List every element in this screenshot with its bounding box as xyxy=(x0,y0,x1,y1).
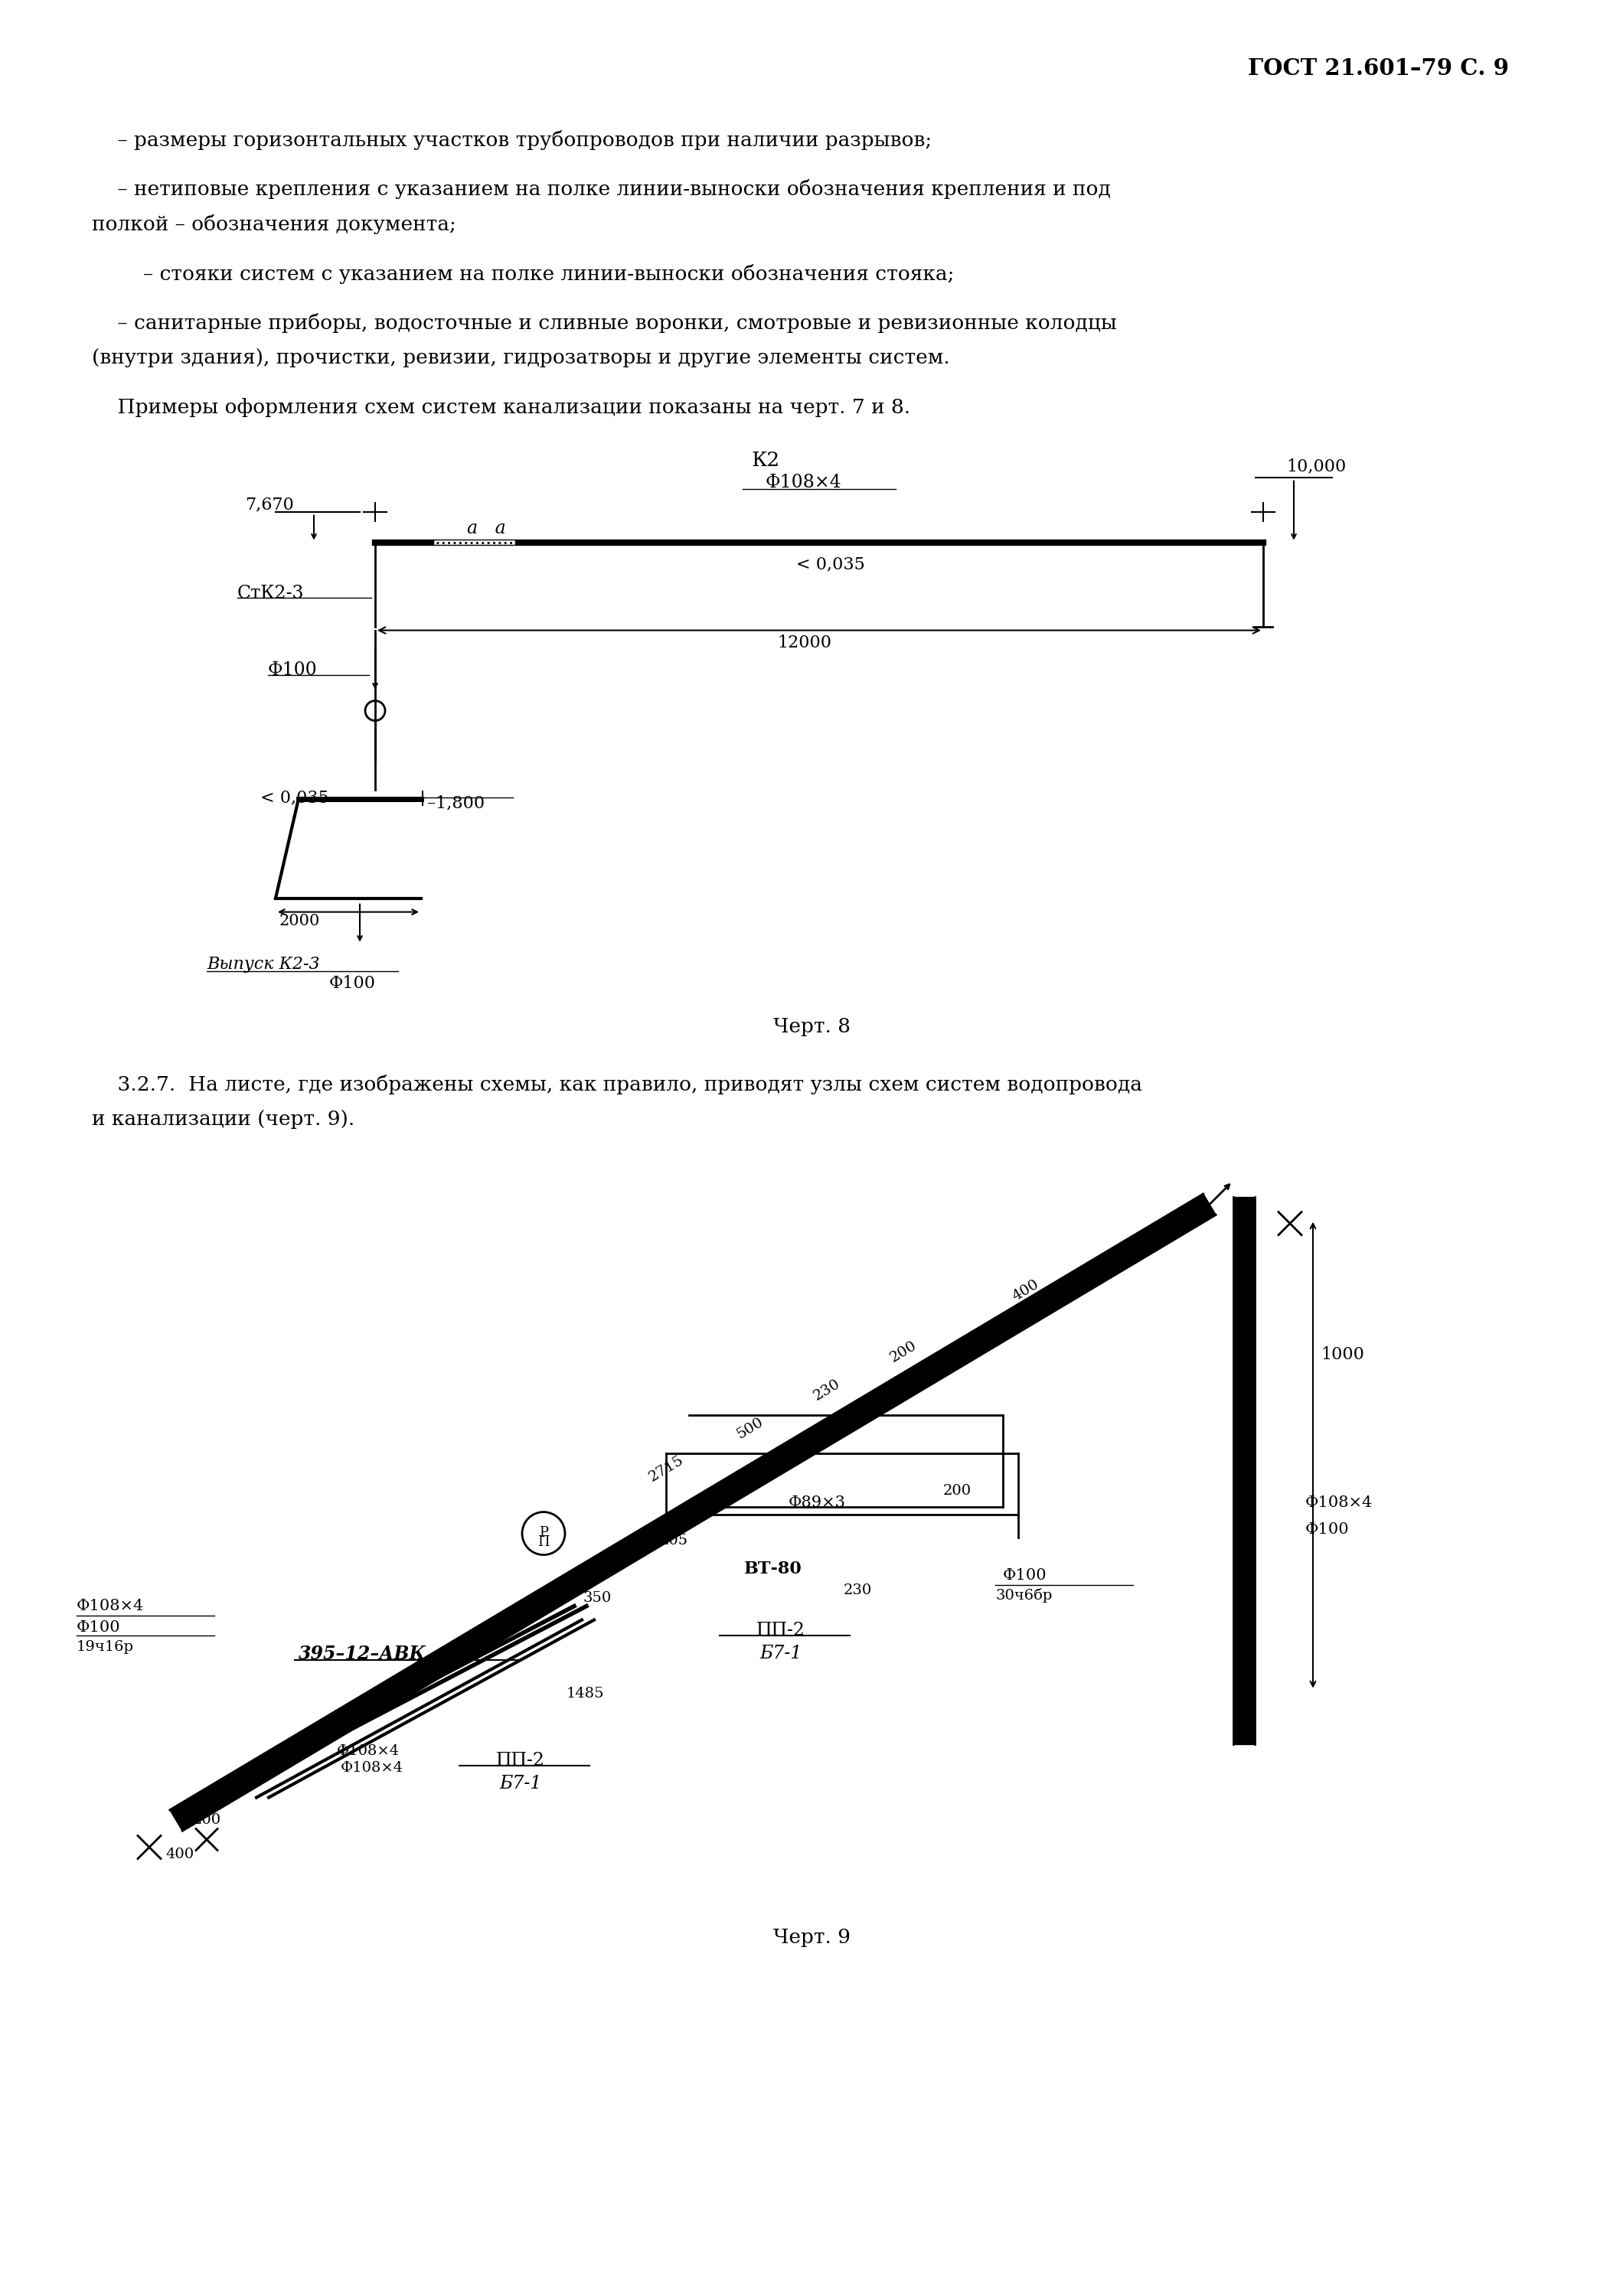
Text: Ф100: Ф100 xyxy=(1003,1568,1047,1582)
Text: ПП-2: ПП-2 xyxy=(756,1621,805,1639)
Text: 2715: 2715 xyxy=(646,1453,687,1483)
Text: 400: 400 xyxy=(166,1848,195,1862)
Text: 200: 200 xyxy=(193,1814,221,1828)
Text: 19ч16р: 19ч16р xyxy=(76,1639,135,1653)
Text: – размеры горизонтальных участков трубопроводов при наличии разрывов;: – размеры горизонтальных участков трубоп… xyxy=(93,131,932,149)
Text: Р: Р xyxy=(539,1527,549,1541)
Text: полкой – обозначения документа;: полкой – обозначения документа; xyxy=(93,214,456,234)
Text: Б7-1: Б7-1 xyxy=(760,1644,802,1662)
Text: а   а: а а xyxy=(467,519,506,537)
Text: Ф89×3: Ф89×3 xyxy=(789,1495,846,1511)
Text: 2000: 2000 xyxy=(279,914,320,928)
Text: Ф100: Ф100 xyxy=(76,1621,120,1635)
Text: ВТ-80: ВТ-80 xyxy=(745,1561,802,1577)
Text: К2: К2 xyxy=(751,450,779,471)
Text: 1485: 1485 xyxy=(566,1688,604,1701)
Text: Ф100: Ф100 xyxy=(1305,1522,1349,1536)
Text: Ф108×4: Ф108×4 xyxy=(76,1598,144,1614)
Text: – санитарные приборы, водосточные и сливные воронки, смотровые и ревизионные кол: – санитарные приборы, водосточные и слив… xyxy=(93,312,1117,333)
Text: 500: 500 xyxy=(735,1414,766,1442)
Text: Черт. 8: Черт. 8 xyxy=(773,1017,850,1035)
Text: 200: 200 xyxy=(888,1339,919,1366)
Text: Черт. 9: Черт. 9 xyxy=(773,1929,850,1947)
Text: Ф100: Ф100 xyxy=(329,976,377,992)
Text: СтК2-3: СтК2-3 xyxy=(237,585,305,602)
Text: 200: 200 xyxy=(943,1483,971,1497)
Text: 230: 230 xyxy=(844,1584,872,1598)
Text: 350: 350 xyxy=(583,1591,612,1605)
Text: 3.2.7.  На листе, где изображены схемы, как правило, приводят узлы схем систем в: 3.2.7. На листе, где изображены схемы, к… xyxy=(93,1075,1143,1095)
Text: 205: 205 xyxy=(659,1534,688,1548)
Text: Ф100: Ф100 xyxy=(268,661,318,680)
Text: – нетиповые крепления с указанием на полке линии-выноски обозначения крепления и: – нетиповые крепления с указанием на пол… xyxy=(93,179,1110,200)
Text: Ф108×4: Ф108×4 xyxy=(1305,1495,1373,1511)
Text: 12000: 12000 xyxy=(777,634,831,652)
Text: 30ч6бр: 30ч6бр xyxy=(995,1589,1052,1603)
Text: Б7-1: Б7-1 xyxy=(500,1775,542,1793)
Text: 230: 230 xyxy=(812,1378,842,1403)
Text: 10,000: 10,000 xyxy=(1285,459,1345,475)
Text: < 0,035: < 0,035 xyxy=(260,790,329,806)
Text: – стояки систем с указанием на полке линии-выноски обозначения стояка;: – стояки систем с указанием на полке лин… xyxy=(93,264,954,285)
Text: ПП-2: ПП-2 xyxy=(497,1752,545,1770)
Text: и канализации (черт. 9).: и канализации (черт. 9). xyxy=(93,1109,355,1130)
Text: 7,670: 7,670 xyxy=(245,496,294,514)
Text: 1000: 1000 xyxy=(1321,1345,1365,1364)
Text: –1,800: –1,800 xyxy=(427,794,485,813)
Polygon shape xyxy=(170,1194,1216,1830)
Text: 395–12–АВК: 395–12–АВК xyxy=(299,1644,427,1662)
Text: Ф108×4: Ф108×4 xyxy=(338,1745,399,1759)
Text: П: П xyxy=(537,1536,550,1550)
Text: (внутри здания), прочистки, ревизии, гидрозатворы и другие элементы систем.: (внутри здания), прочистки, ревизии, гид… xyxy=(93,349,949,367)
Text: < 0,035: < 0,035 xyxy=(797,556,865,574)
Text: 400: 400 xyxy=(1010,1277,1042,1304)
Text: Ф108×4: Ф108×4 xyxy=(341,1761,404,1775)
Text: ГОСТ 21.601–79 С. 9: ГОСТ 21.601–79 С. 9 xyxy=(1248,57,1509,80)
Text: Выпуск К2-3: Выпуск К2-3 xyxy=(206,955,320,974)
Text: Примеры оформления схем систем канализации показаны на черт. 7 и 8.: Примеры оформления схем систем канализац… xyxy=(93,397,911,418)
Text: Ф108×4: Ф108×4 xyxy=(766,473,842,491)
Polygon shape xyxy=(1233,1196,1255,1745)
